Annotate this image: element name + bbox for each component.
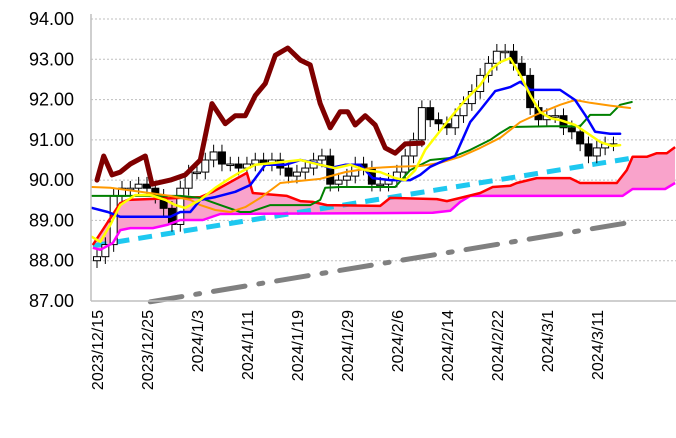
x-tick-label: 2024/1/11: [240, 310, 257, 380]
axes: [90, 14, 676, 302]
candle: [326, 148, 335, 192]
candle-body-up: [342, 175, 351, 181]
candle: [434, 112, 443, 131]
candle: [551, 108, 560, 123]
x-tick-label: 2024/1/29: [340, 310, 357, 381]
candle: [101, 237, 110, 264]
candle-body-up: [134, 183, 143, 189]
candle-body-down: [517, 62, 526, 76]
candle-body-down: [142, 183, 151, 189]
candle-body-up: [93, 256, 101, 262]
candle-body-up: [201, 159, 210, 173]
y-tick-label: 92.00: [29, 90, 74, 110]
x-tick-label: 2023/12/15: [90, 310, 107, 390]
indicator-lines: [90, 45, 676, 252]
candle: [209, 144, 218, 168]
y-tick-label: 90.00: [29, 170, 74, 190]
y-tick-label: 93.00: [29, 49, 74, 69]
candle: [126, 180, 135, 196]
x-tick-label: 2024/2/22: [490, 310, 507, 381]
y-tick-label: 91.00: [29, 130, 74, 150]
candle-body-down: [217, 151, 226, 165]
span-a-line: [91, 146, 676, 246]
candle: [526, 68, 535, 115]
candle-body-up: [376, 183, 385, 187]
candle-body-up: [401, 155, 410, 173]
candle-body-up: [292, 171, 301, 177]
candle: [592, 140, 601, 164]
candle-body-up: [551, 115, 560, 118]
x-axis-ticks: 2023/12/15 2023/12/25 2024/1/3 2024/1/11 202…: [90, 310, 607, 390]
candle: [334, 172, 343, 192]
x-tick-label: 2024/3/1: [540, 310, 557, 372]
candle: [409, 132, 418, 164]
candle: [251, 152, 260, 172]
candle-body-up: [501, 50, 510, 54]
green-line: [91, 101, 633, 213]
candle-body-up: [101, 244, 110, 258]
x-tick-label: 2024/1/19: [290, 310, 307, 381]
x-tick-label: 2024/2/14: [440, 310, 457, 381]
y-axis-ticks: 94.00 93.00 92.00 91.00 90.00 89.00 88.00 87.00: [29, 9, 74, 311]
y-tick-label: 87.00: [29, 291, 74, 311]
candle: [609, 136, 618, 152]
candle: [192, 164, 201, 180]
candle-body-up: [209, 151, 218, 161]
candle-body-up: [409, 139, 418, 157]
candle-body-down: [576, 131, 585, 145]
yellow-line: [90, 56, 622, 244]
candle: [93, 249, 101, 268]
candle-body-down: [434, 119, 443, 125]
candle: [417, 100, 426, 148]
candle-body-down: [526, 74, 535, 109]
candle-body-up: [451, 115, 460, 129]
x-tick-label: 2024/3/11: [590, 310, 607, 380]
candle-body-up: [301, 167, 310, 173]
candle-body-down: [284, 167, 293, 177]
trendlines: [92, 155, 636, 305]
span-b-line: [92, 181, 676, 252]
y-tick-label: 89.00: [29, 210, 74, 230]
candle: [501, 43, 510, 59]
candle: [584, 136, 593, 164]
candle-body-down: [326, 155, 335, 185]
lagging-span: [94, 45, 426, 187]
candle-body-up: [192, 171, 201, 175]
candle-body-up: [417, 107, 426, 141]
candle: [426, 100, 435, 127]
candle: [217, 144, 226, 172]
candle-body-down: [567, 127, 576, 133]
candle: [201, 152, 210, 180]
candle-body-up: [226, 163, 235, 167]
x-tick-label: 2024/2/6: [390, 310, 407, 372]
candle-body-up: [592, 147, 601, 157]
candle-body-down: [584, 143, 593, 157]
candle-body-up: [317, 155, 326, 161]
candle-body-down: [234, 163, 243, 169]
candle-body-down: [426, 107, 435, 121]
y-tick-label: 94.00: [29, 9, 74, 29]
x-tick-label: 2024/1/3: [190, 310, 207, 372]
x-tick-label: 2023/12/25: [140, 310, 157, 390]
candle: [226, 156, 235, 172]
gray-dash-dot-trendline: [147, 219, 636, 305]
candle: [301, 160, 310, 180]
y-tick-label: 88.00: [29, 251, 74, 271]
candle-body-up: [334, 179, 343, 185]
